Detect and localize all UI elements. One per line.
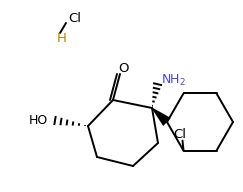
Polygon shape <box>152 108 171 126</box>
Text: Cl: Cl <box>173 128 186 141</box>
Text: HO: HO <box>29 113 48 127</box>
Text: O: O <box>118 63 128 75</box>
Text: H: H <box>57 31 67 45</box>
Text: NH$_2$: NH$_2$ <box>161 72 186 88</box>
Text: Cl: Cl <box>68 12 81 25</box>
